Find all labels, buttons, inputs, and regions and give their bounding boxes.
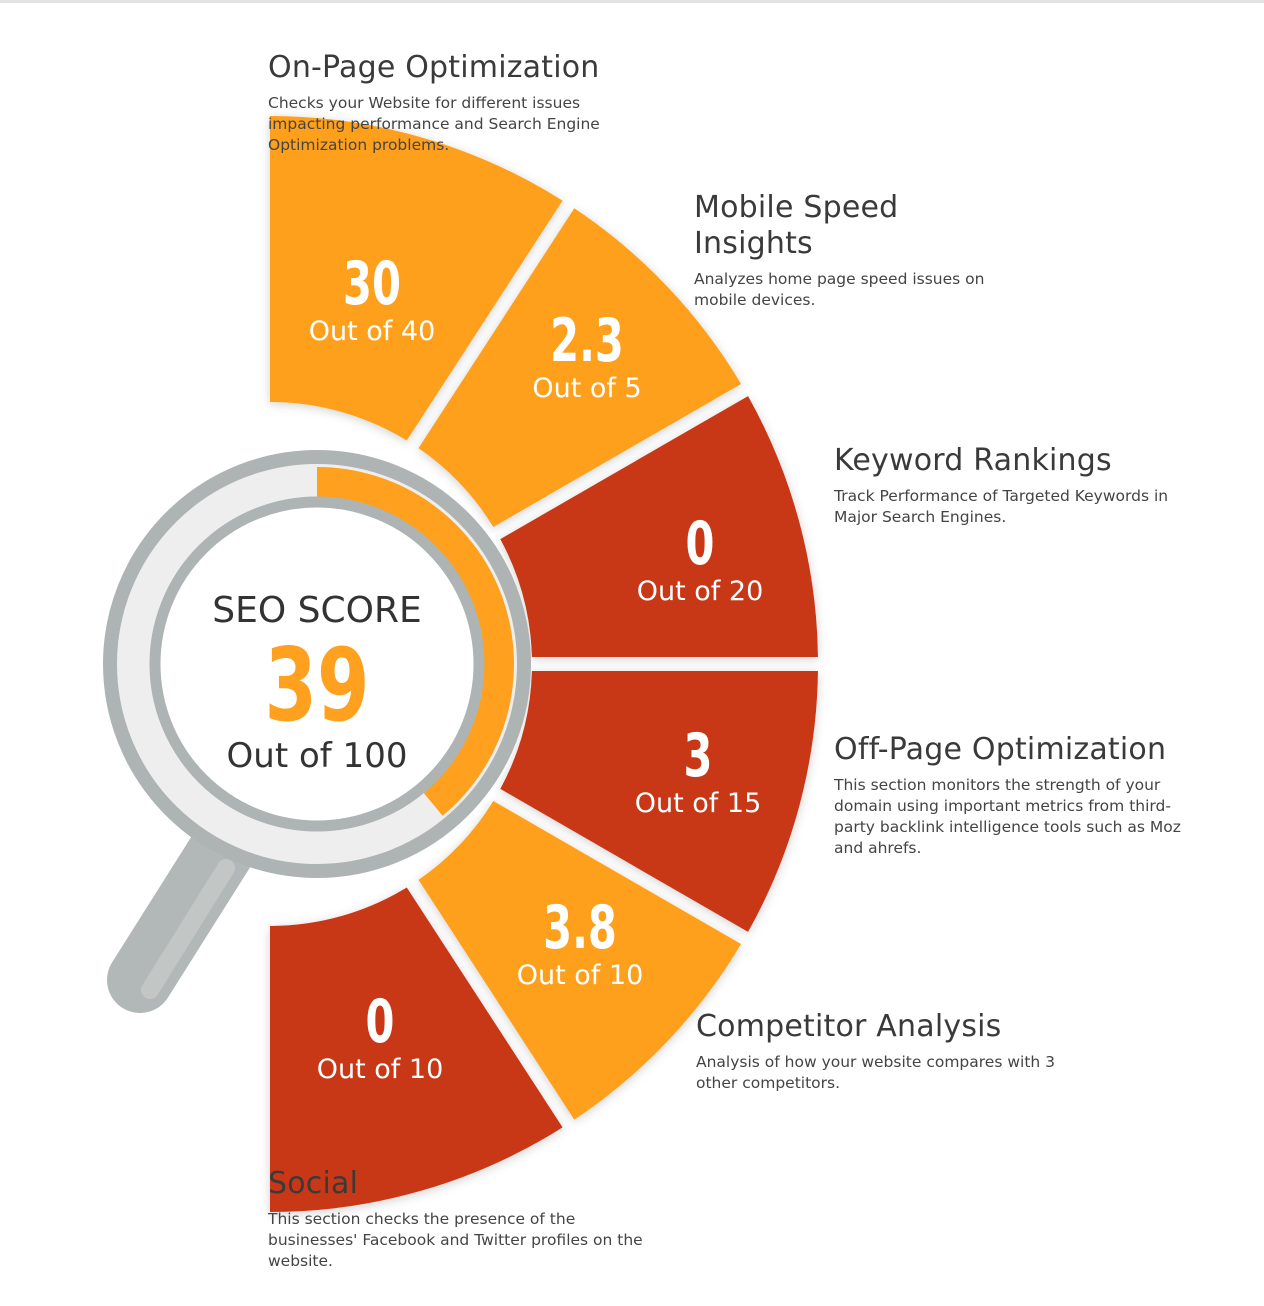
segment-score-value: 0 bbox=[366, 987, 395, 1057]
segment-score-value: 0 bbox=[686, 509, 715, 579]
segment-score-out-of: Out of 10 bbox=[517, 960, 644, 991]
segment-score-value: 3 bbox=[684, 721, 713, 791]
section-title: On-Page Optimization bbox=[268, 50, 600, 85]
segment-score-value: 2.3 bbox=[550, 306, 624, 376]
section-description: This section monitors the strength of yo… bbox=[834, 776, 1181, 857]
segment-on-page bbox=[270, 116, 563, 441]
magnifier-handle-shade bbox=[141, 859, 235, 999]
segment-score-out-of: Out of 15 bbox=[635, 788, 762, 819]
segment-score-out-of: Out of 40 bbox=[309, 316, 436, 347]
section-description: This section checks the presence of the … bbox=[268, 1210, 643, 1270]
segment-score-out-of: Out of 20 bbox=[637, 576, 764, 607]
section-competitor-analysis: Competitor Analysis Analysis of how your… bbox=[696, 1009, 1066, 1094]
section-description: Track Performance of Targeted Keywords i… bbox=[834, 487, 1169, 526]
top-divider bbox=[0, 0, 1264, 3]
section-on-page: On-Page Optimization Checks your Website… bbox=[268, 50, 648, 156]
score-progress-arc bbox=[316, 467, 514, 816]
segment-social bbox=[270, 887, 563, 1212]
section-title: Off-Page Optimization bbox=[834, 732, 1167, 767]
section-social: Social This section checks the presence … bbox=[268, 1166, 648, 1272]
section-title: Competitor Analysis bbox=[696, 1009, 1002, 1044]
section-off-page: Off-Page Optimization This section monit… bbox=[834, 732, 1204, 859]
score-label: SEO SCORE bbox=[212, 590, 421, 631]
section-keyword-rankings: Keyword Rankings Track Performance of Ta… bbox=[834, 443, 1204, 528]
section-description: Analyzes home page speed issues on mobil… bbox=[694, 270, 985, 309]
segment-keyword-rankings bbox=[500, 396, 818, 658]
section-title: Mobile Speed Insights bbox=[694, 190, 899, 261]
segment-competitor-analysis bbox=[418, 801, 742, 1120]
segment-off-page bbox=[500, 670, 818, 932]
segment-mobile-speed bbox=[418, 208, 742, 527]
segment-score-value: 3.8 bbox=[543, 893, 617, 963]
segment-score-value: 30 bbox=[343, 249, 401, 319]
score-out-of: Out of 100 bbox=[227, 736, 408, 776]
section-description: Analysis of how your website compares wi… bbox=[696, 1053, 1056, 1092]
segment-score-out-of: Out of 5 bbox=[532, 373, 641, 404]
section-title: Keyword Rankings bbox=[834, 443, 1112, 478]
section-title: Social bbox=[268, 1166, 359, 1201]
lens-inner-ring bbox=[149, 496, 485, 832]
score-value: 39 bbox=[265, 627, 370, 745]
section-mobile-speed: Mobile Speed Insights Analyzes home page… bbox=[694, 190, 1014, 311]
magnifier-handle bbox=[107, 817, 255, 1013]
section-description: Checks your Website for different issues… bbox=[268, 94, 600, 154]
segment-score-out-of: Out of 10 bbox=[317, 1054, 444, 1085]
